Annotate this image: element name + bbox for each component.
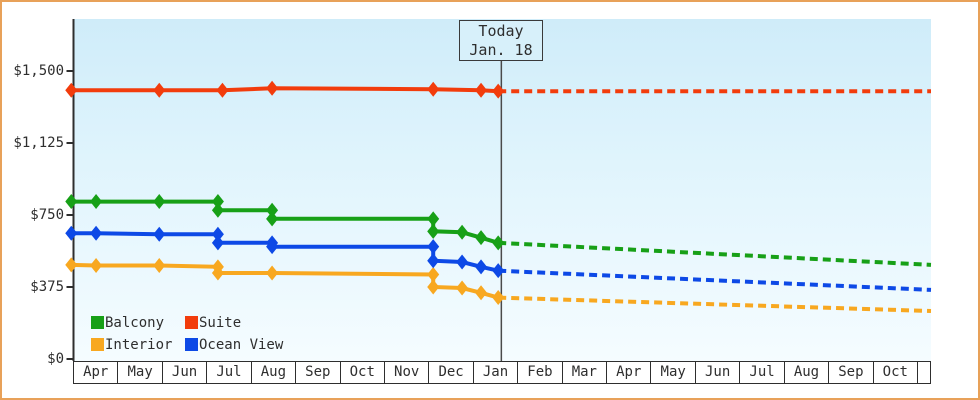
series-interior-marker xyxy=(456,280,469,296)
series-interior-marker xyxy=(475,285,488,301)
legend-item-suite: Suite xyxy=(185,312,283,333)
x-axis-month-cell: Aug xyxy=(252,362,297,383)
series-suite-marker xyxy=(216,82,229,98)
x-axis-month-cell: Sep xyxy=(296,362,341,383)
x-axis-month-cell: Apr xyxy=(74,362,119,383)
series-balcony-projection xyxy=(498,240,932,267)
series-ocean-view-marker xyxy=(456,254,469,270)
series-balcony-marker xyxy=(65,194,78,210)
series-suite-marker xyxy=(65,82,78,98)
x-axis-month-cell: Jan xyxy=(474,362,519,383)
x-axis-month-cell: Jun xyxy=(163,362,208,383)
series-suite-marker xyxy=(492,83,505,99)
x-axis-month-cell: Apr xyxy=(607,362,652,383)
x-axis-month-cell: Jul xyxy=(207,362,252,383)
x-axis: Apr May Jun Jul Aug Sep Oct Nov Dec Jan Feb Mar Apr M… xyxy=(73,361,931,384)
series-balcony-marker xyxy=(211,194,224,210)
series-suite-marker xyxy=(427,81,440,97)
y-axis-label: $750 xyxy=(30,207,64,223)
legend-item-ocean-view: Ocean View xyxy=(185,334,283,355)
series-balcony-marker xyxy=(153,194,166,210)
y-axis-label: $375 xyxy=(30,279,64,295)
series-balcony-marker xyxy=(90,194,103,210)
y-axis-label: $1,500 xyxy=(13,63,64,79)
x-axis-month-cell: Oct xyxy=(341,362,385,383)
x-axis-month-cell: Jun xyxy=(696,362,741,383)
series-ocean-view-marker xyxy=(427,253,440,269)
series-interior-marker xyxy=(492,290,505,306)
today-annotation: Today Jan. 18 xyxy=(459,20,543,61)
y-axis-label: $1,125 xyxy=(13,135,64,151)
series-ocean-view-marker xyxy=(65,225,78,241)
legend-swatch-icon xyxy=(185,338,198,351)
series-balcony-marker xyxy=(266,202,279,218)
legend-label: Balcony xyxy=(105,314,165,331)
series-ocean-view-marker xyxy=(211,235,224,251)
x-axis-month-cell: Mar xyxy=(563,362,608,383)
series-interior-marker xyxy=(211,265,224,281)
x-axis-month-cell: Oct xyxy=(874,362,919,383)
series-interior-marker xyxy=(153,257,166,273)
series-balcony-marker xyxy=(211,202,224,218)
series-balcony-marker xyxy=(266,211,279,227)
legend: Balcony Suite Interior Ocean View xyxy=(91,312,283,355)
series-suite-marker xyxy=(475,82,488,98)
legend-swatch-icon xyxy=(91,316,104,329)
series-balcony-marker xyxy=(475,230,488,246)
x-axis-month-cell: Nov xyxy=(385,362,430,383)
x-axis-month-cell: May xyxy=(118,362,163,383)
series-balcony-marker xyxy=(427,211,440,227)
legend-label: Ocean View xyxy=(199,336,284,353)
series-interior-projection xyxy=(498,295,932,313)
series-balcony-marker xyxy=(456,224,469,240)
series-ocean-view-marker xyxy=(266,239,279,255)
legend-item-balcony: Balcony xyxy=(91,312,185,333)
x-axis-month-cell: Feb xyxy=(518,362,563,383)
x-axis-month-cell: May xyxy=(651,362,696,383)
series-ocean-view-marker xyxy=(153,226,166,242)
today-date: Jan. 18 xyxy=(469,41,533,59)
series-ocean-view-marker xyxy=(211,226,224,242)
today-label: Today xyxy=(478,22,524,40)
legend-swatch-icon xyxy=(185,316,198,329)
y-axis-label: $0 xyxy=(47,351,64,367)
series-ocean-view-marker xyxy=(475,259,488,275)
legend-item-interior: Interior xyxy=(91,334,185,355)
x-axis-month-cell: Dec xyxy=(429,362,474,383)
series-balcony-marker xyxy=(427,223,440,239)
series-balcony-marker xyxy=(492,235,505,251)
series-ocean-view-marker xyxy=(427,239,440,255)
series-suite-marker xyxy=(266,80,279,96)
series-interior-marker xyxy=(90,257,103,273)
x-axis-month-cell: Aug xyxy=(785,362,830,383)
series-suite-marker xyxy=(153,82,166,98)
legend-swatch-icon xyxy=(91,338,104,351)
legend-label: Suite xyxy=(199,314,242,331)
x-axis-month-cell: Jul xyxy=(740,362,785,383)
x-axis-month-cell: Sep xyxy=(829,362,874,383)
series-interior-marker xyxy=(266,265,279,281)
series-interior-marker xyxy=(65,257,78,273)
legend-label: Interior xyxy=(105,336,173,353)
x-axis-stub-cell xyxy=(918,362,930,383)
series-ocean-view-marker xyxy=(90,225,103,241)
series-ocean-view-marker xyxy=(492,263,505,279)
series-interior-marker xyxy=(427,279,440,295)
series-ocean-view-projection xyxy=(498,268,932,292)
series-interior-marker xyxy=(427,267,440,283)
